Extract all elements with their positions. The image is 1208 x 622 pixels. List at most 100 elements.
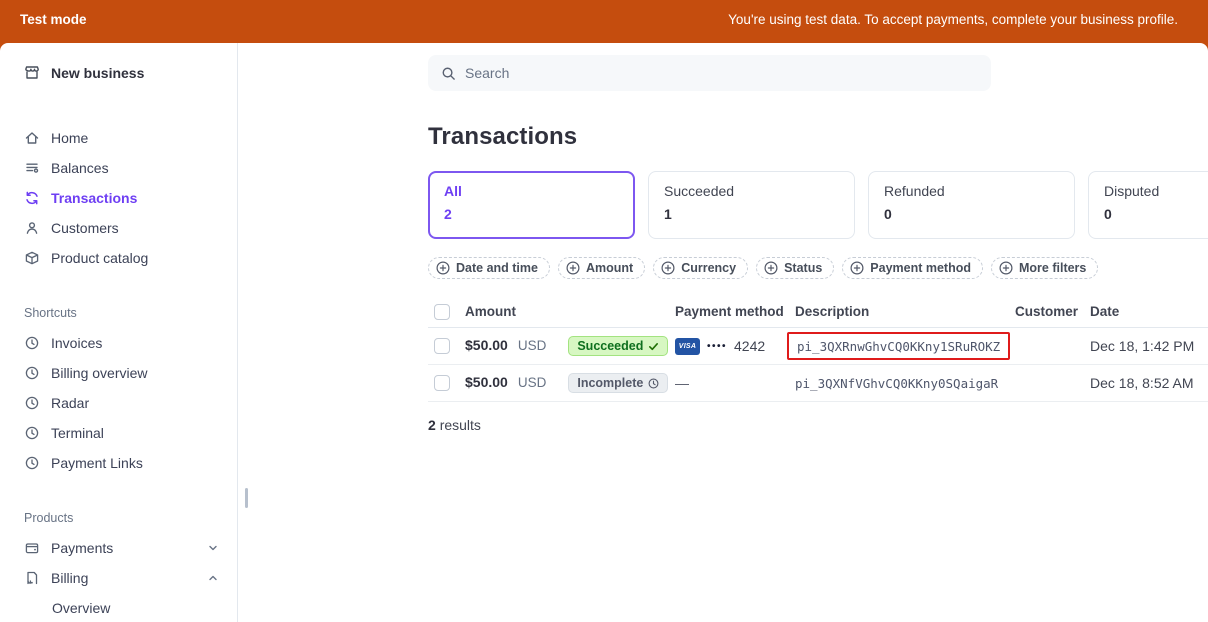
sidebar-item-balances[interactable]: Balances [0, 153, 237, 183]
filter-label: Currency [681, 261, 737, 275]
status-badge: Succeeded [568, 336, 669, 356]
sidebar-item-transactions[interactable]: Transactions [0, 183, 237, 213]
chevron-down-icon [207, 542, 219, 554]
customers-icon [24, 220, 40, 236]
balances-icon [24, 160, 40, 176]
main-nav: Home Balances Transactions Customers [0, 123, 237, 273]
card-last4: 4242 [734, 338, 766, 354]
sidebar-item-product-catalog[interactable]: Product catalog [0, 243, 237, 273]
sidebar-item-payment-links[interactable]: Payment Links [0, 448, 237, 478]
sidebar-item-label: Customers [51, 220, 119, 236]
sidebar-item-home[interactable]: Home [0, 123, 237, 153]
status-label: Succeeded [577, 339, 644, 353]
filter-amount[interactable]: Amount [557, 257, 646, 279]
transactions-table: Amount Payment method Description Custom… [428, 296, 1208, 402]
sidebar-item-label: Terminal [51, 425, 104, 441]
table-row[interactable]: $50.00 USD Succeeded VISA •••• 4242 pi_3… [428, 328, 1208, 365]
sidebar-item-invoices[interactable]: Invoices [0, 328, 237, 358]
filter-payment-method[interactable]: Payment method [842, 257, 983, 279]
sidebar-item-label: Product catalog [51, 250, 149, 266]
sidebar-item-label: Payment Links [51, 455, 143, 471]
table-header-row: Amount Payment method Description Custom… [428, 296, 1208, 328]
tab-succeeded[interactable]: Succeeded 1 [648, 171, 855, 239]
clock-icon [24, 425, 40, 441]
sidebar-item-payments[interactable]: Payments [0, 533, 237, 563]
transactions-icon [24, 190, 40, 206]
select-all-checkbox[interactable] [434, 303, 450, 320]
description-cell: pi_3QXNfVGhvCQ0KKny0SQaigaR [795, 375, 1015, 391]
sidebar-item-customers[interactable]: Customers [0, 213, 237, 243]
filter-date-and-time[interactable]: Date and time [428, 257, 550, 279]
shortcuts-list: Invoices Billing overview Radar Terminal… [0, 328, 237, 478]
home-icon [24, 130, 40, 146]
tab-count: 2 [444, 206, 452, 222]
sidebar-item-label: Home [51, 130, 89, 146]
plus-circle-icon [999, 261, 1013, 275]
sidebar-item-billing-overview-sub[interactable]: Overview [0, 593, 237, 622]
amount-cell: $50.00 USD Succeeded [465, 336, 675, 356]
sidebar: New business Home Balances Transactions [0, 43, 238, 622]
row-checkbox[interactable] [434, 375, 450, 391]
filter-more-filters[interactable]: More filters [991, 257, 1099, 279]
table-row[interactable]: $50.00 USD Incomplete — pi_3QXNfVGhvCQ0K… [428, 365, 1208, 402]
column-header-customer: Customer [1015, 304, 1079, 319]
currency-label: USD [517, 375, 547, 390]
test-mode-banner: Test mode You're using test data. To acc… [0, 0, 1208, 43]
card-dots: •••• [707, 340, 728, 352]
account-switcher[interactable]: New business [0, 59, 237, 87]
plus-circle-icon [436, 261, 450, 275]
filter-label: Status [784, 261, 823, 275]
tab-count: 0 [884, 206, 892, 222]
account-name: New business [51, 65, 145, 81]
filter-status[interactable]: Status [756, 257, 835, 279]
sidebar-item-label: Transactions [51, 190, 138, 206]
payment-intent-id: pi_3QXNfVGhvCQ0KKny0SQaigaR [795, 376, 999, 391]
tab-refunded[interactable]: Refunded 0 [868, 171, 1075, 239]
tab-count: 1 [664, 206, 672, 222]
search-input[interactable]: Search [428, 55, 991, 91]
sidebar-item-label: Billing [51, 570, 89, 586]
clock-icon [648, 378, 659, 389]
filter-label: Date and time [456, 261, 538, 275]
sidebar-item-label: Billing overview [51, 365, 148, 381]
wallet-icon [24, 540, 40, 556]
test-mode-message: You're using test data. To accept paymen… [728, 12, 1178, 27]
sidebar-item-label: Payments [51, 540, 114, 556]
amount-value: $50.00 [465, 337, 508, 353]
date-cell: Dec 18, 1:42 PM [1090, 338, 1195, 354]
check-icon [648, 341, 659, 352]
status-label: Incomplete [577, 376, 644, 390]
payment-method-cell: VISA •••• 4242 [675, 337, 795, 355]
column-header-payment-method: Payment method [675, 304, 784, 319]
filter-label: Amount [585, 261, 634, 275]
results-count: 2 results [428, 417, 1208, 433]
chevron-up-icon [207, 572, 219, 584]
sidebar-item-billing[interactable]: Billing [0, 563, 237, 593]
payment-method-cell: — [675, 375, 795, 391]
tab-label: Succeeded [664, 183, 735, 199]
tab-label: Refunded [884, 183, 945, 199]
app-shell: New business Home Balances Transactions [0, 43, 1208, 622]
clock-icon [24, 455, 40, 471]
sidebar-item-terminal[interactable]: Terminal [0, 418, 237, 448]
plus-circle-icon [850, 261, 864, 275]
sidebar-item-radar[interactable]: Radar [0, 388, 237, 418]
storefront-icon [24, 65, 40, 81]
clock-icon [24, 395, 40, 411]
filter-currency[interactable]: Currency [653, 257, 749, 279]
main-content: Search Transactions All 2 Succeeded 1 Re… [238, 43, 1208, 622]
sidebar-item-billing-overview[interactable]: Billing overview [0, 358, 237, 388]
plus-circle-icon [661, 261, 675, 275]
tab-count: 0 [1104, 206, 1112, 222]
plus-circle-icon [764, 261, 778, 275]
row-checkbox[interactable] [434, 338, 450, 354]
test-mode-label: Test mode [20, 12, 87, 27]
plus-circle-icon [566, 261, 580, 275]
clock-icon [24, 335, 40, 351]
tab-all[interactable]: All 2 [428, 171, 635, 239]
tab-disputed[interactable]: Disputed 0 [1088, 171, 1208, 239]
scrollbar-thumb[interactable] [245, 488, 248, 508]
currency-label: USD [517, 338, 547, 353]
empty-payment-method: — [675, 375, 689, 391]
results-number: 2 [428, 417, 436, 433]
